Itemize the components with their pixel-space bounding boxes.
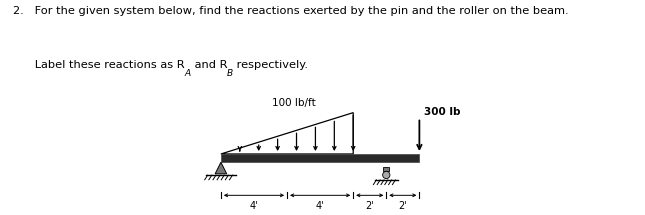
Text: 100 lb/ft: 100 lb/ft — [272, 98, 315, 109]
Bar — [221, 154, 419, 162]
Text: B: B — [227, 69, 233, 78]
Text: 2.   For the given system below, find the reactions exerted by the pin and the r: 2. For the given system below, find the … — [13, 6, 568, 17]
Text: 4': 4' — [250, 201, 258, 211]
Polygon shape — [215, 162, 226, 174]
Text: respectively.: respectively. — [233, 60, 308, 70]
Bar — [383, 167, 389, 171]
Text: 300 lb: 300 lb — [424, 107, 460, 117]
Text: A: A — [184, 69, 191, 78]
Circle shape — [382, 171, 390, 179]
Text: 2': 2' — [399, 201, 407, 211]
Text: and R: and R — [191, 60, 227, 70]
Text: 2': 2' — [365, 201, 374, 211]
Text: 4': 4' — [316, 201, 324, 211]
Text: Label these reactions as R: Label these reactions as R — [13, 60, 184, 70]
